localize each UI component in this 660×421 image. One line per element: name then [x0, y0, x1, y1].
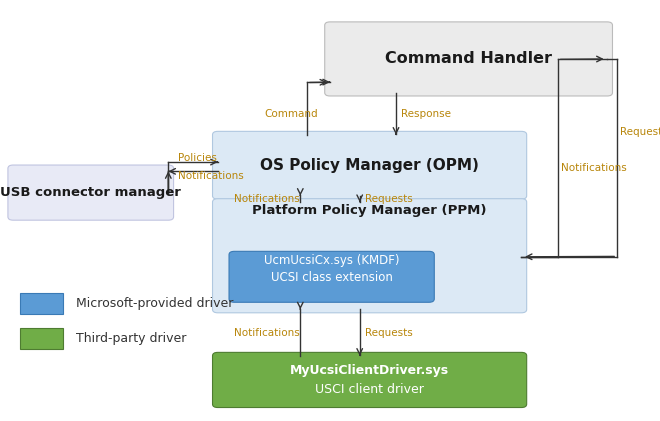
Text: USB connector manager: USB connector manager — [0, 186, 182, 199]
FancyBboxPatch shape — [213, 199, 527, 313]
FancyBboxPatch shape — [20, 328, 63, 349]
Text: Platform Policy Manager (PPM): Platform Policy Manager (PPM) — [252, 204, 487, 217]
Text: Command: Command — [264, 109, 317, 119]
Text: Policies: Policies — [178, 153, 217, 163]
Text: USCI client driver: USCI client driver — [315, 383, 424, 396]
Text: Notifications: Notifications — [234, 328, 300, 338]
FancyBboxPatch shape — [213, 131, 527, 199]
FancyBboxPatch shape — [20, 293, 63, 314]
Text: Command Handler: Command Handler — [385, 51, 552, 67]
Text: UcmUcsiCx.sys (KMDF): UcmUcsiCx.sys (KMDF) — [264, 254, 399, 266]
FancyBboxPatch shape — [229, 251, 434, 302]
FancyBboxPatch shape — [325, 22, 612, 96]
Text: Microsoft-provided driver: Microsoft-provided driver — [76, 297, 233, 309]
Text: Notifications: Notifications — [234, 194, 300, 204]
FancyBboxPatch shape — [213, 352, 527, 408]
Text: Requests: Requests — [365, 194, 412, 204]
Text: UCSI class extension: UCSI class extension — [271, 272, 393, 284]
Text: Requests: Requests — [365, 328, 412, 338]
FancyBboxPatch shape — [8, 165, 174, 220]
Text: MyUcsiClientDriver.sys: MyUcsiClientDriver.sys — [290, 364, 449, 377]
Text: Requests: Requests — [620, 127, 660, 136]
Text: Response: Response — [401, 109, 451, 119]
Text: Third-party driver: Third-party driver — [76, 333, 186, 345]
Text: OS Policy Manager (OPM): OS Policy Manager (OPM) — [260, 158, 479, 173]
Text: Notifications: Notifications — [178, 171, 244, 181]
Text: Notifications: Notifications — [561, 163, 627, 173]
